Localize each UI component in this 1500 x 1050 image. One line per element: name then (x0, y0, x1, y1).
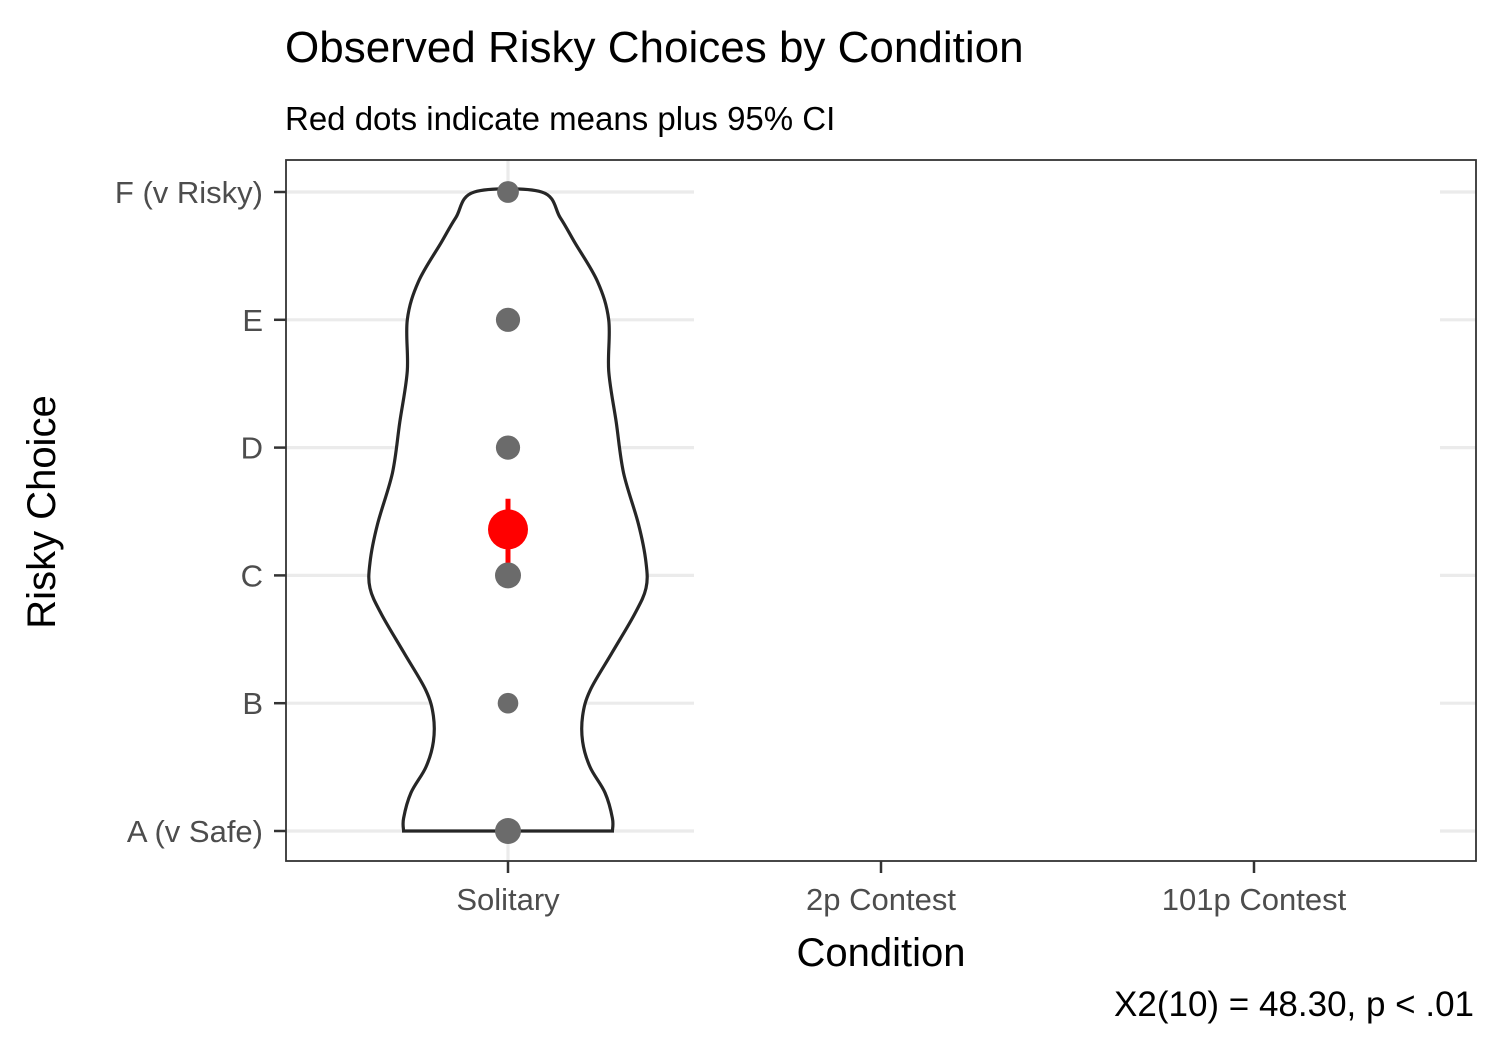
y-tick-label: E (242, 303, 263, 338)
y-tick-label: C (241, 558, 263, 593)
point-level-6 (497, 181, 519, 203)
y-axis-ticks: A (v Safe) B C D E F (v Risky) (115, 175, 286, 849)
chart-title: Observed Risky Choices by Condition (285, 23, 1024, 72)
point-level-3 (495, 562, 521, 588)
y-tick-label: B (242, 686, 263, 721)
y-axis-label: Risky Choice (20, 395, 64, 628)
point-level-1 (495, 818, 521, 844)
mean-point (488, 509, 528, 549)
x-tick-label: Solitary (456, 882, 560, 917)
y-tick-label: D (241, 431, 263, 466)
x-tick-label: 101p Contest (1162, 882, 1347, 917)
point-level-4 (496, 436, 520, 460)
point-level-2 (498, 693, 519, 714)
x-tick-label: 2p Contest (806, 882, 956, 917)
chart-subtitle: Red dots indicate means plus 95% CI (285, 100, 835, 137)
x-axis-ticks: Solitary 2p Contest 101p Contest (456, 861, 1346, 917)
point-level-5 (496, 308, 520, 332)
x-axis-label: Condition (796, 931, 965, 975)
y-tick-label: A (v Safe) (127, 814, 263, 849)
chart-caption: X2(10) = 48.30, p < .01 (1114, 985, 1474, 1024)
y-tick-label: F (v Risky) (115, 175, 263, 210)
